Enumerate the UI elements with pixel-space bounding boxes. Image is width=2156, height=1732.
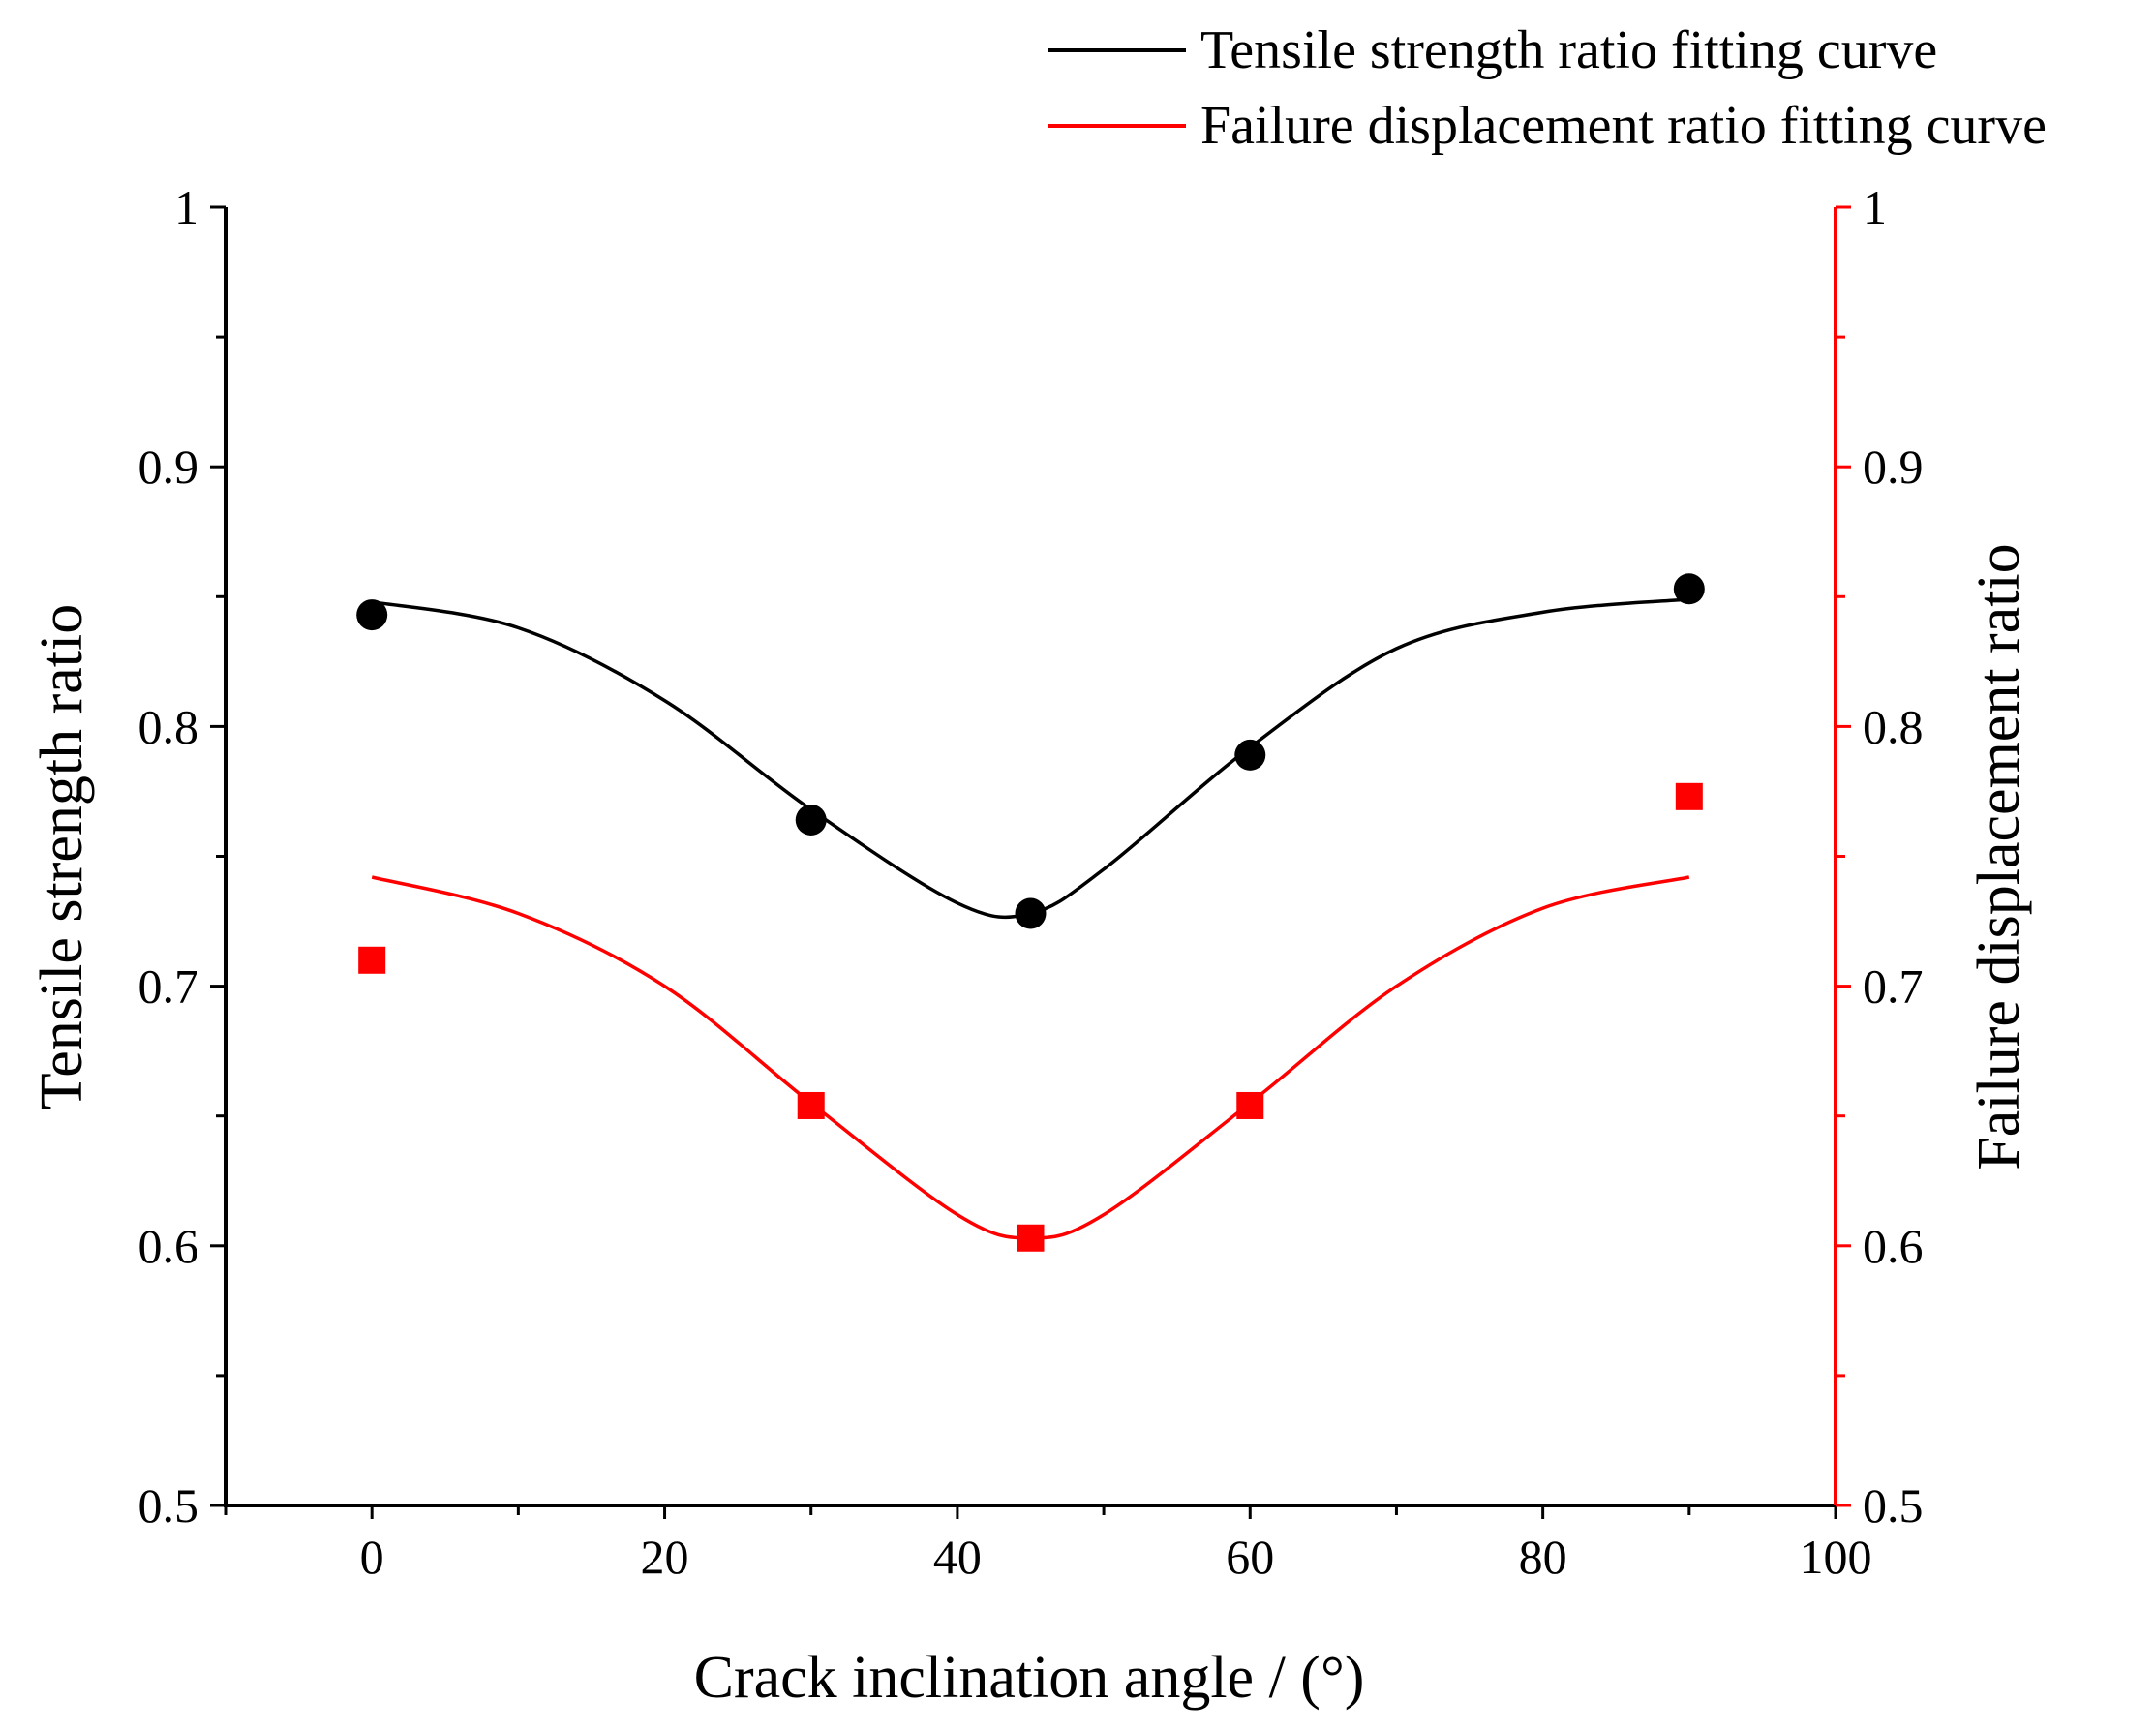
data-point-square (358, 946, 386, 974)
data-point-circle (1673, 573, 1705, 605)
y2-tick-label: 0.5 (1863, 1478, 1924, 1533)
data-point-circle (1234, 739, 1266, 771)
y2-tick-label: 0.7 (1863, 959, 1924, 1014)
ticks (210, 205, 1851, 1519)
data-point-square (797, 1091, 825, 1119)
y-tick-label: 0.9 (138, 440, 199, 494)
y2-tick-label: 0.9 (1863, 440, 1924, 494)
tick-labels: 0 20 40 60 80 1000.50.60.70.80.910.50.60.70.8… (138, 180, 1924, 1584)
y-tick-label: 0.7 (138, 959, 199, 1014)
y2-axis-title: Failure displacement ratio (1966, 543, 2032, 1170)
data-point-circle (356, 599, 388, 631)
legend: Tensile strength ratio fitting curve Fai… (1048, 20, 2047, 156)
markers (356, 573, 1705, 1252)
y2-tick-label: 1 (1863, 180, 1887, 234)
y-axis-title: Tensile strength ratio (29, 604, 95, 1110)
data-point-square (1236, 1091, 1264, 1119)
data-point-square (1017, 1224, 1045, 1252)
y2-tick-label: 0.6 (1863, 1219, 1924, 1273)
legend-label-displacement: Failure displacement ratio fitting curve (1200, 96, 2047, 156)
y-tick-label: 0.5 (138, 1478, 199, 1533)
x-tick-label: 20 (641, 1530, 689, 1584)
y2-tick-label: 0.8 (1863, 699, 1924, 753)
x-tick-label: 100 (1800, 1530, 1872, 1584)
x-tick-label: 60 (1226, 1530, 1274, 1584)
x-tick-label: 80 (1519, 1530, 1567, 1584)
x-tick-label: 0 (360, 1530, 384, 1584)
x-axis-title: Crack inclination angle / (°) (694, 1645, 1365, 1711)
data-point-square (1675, 782, 1703, 810)
data-point-circle (1015, 897, 1047, 929)
x-tick-label: 40 (933, 1530, 982, 1584)
legend-label-tensile: Tensile strength ratio fitting curve (1200, 20, 1937, 80)
y-tick-label: 0.8 (138, 699, 199, 753)
data-point-circle (795, 804, 827, 836)
y-tick-label: 0.6 (138, 1219, 199, 1273)
y-tick-label: 1 (174, 180, 198, 234)
